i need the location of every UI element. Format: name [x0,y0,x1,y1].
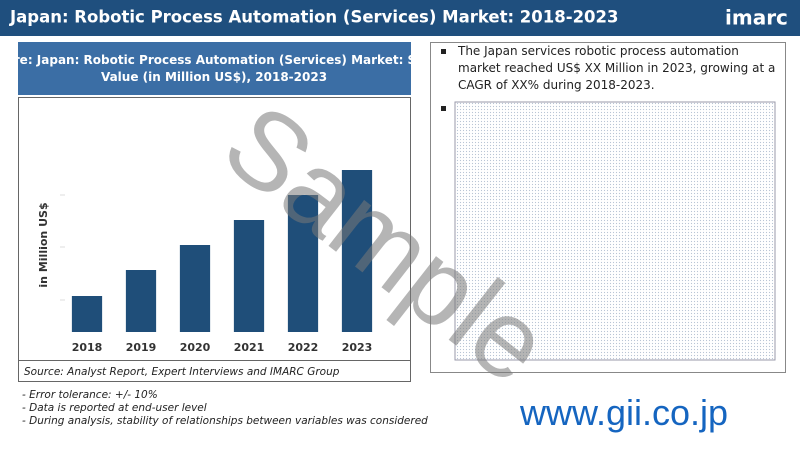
note: - During analysis, stability of relation… [22,415,428,427]
summary-frame [430,42,786,373]
note: - Error tolerance: +/- 10% [22,389,158,401]
figure-title: Figure: Japan: Robotic Process Automatio… [0,53,444,84]
chart-frame [18,97,411,382]
bar [71,296,103,332]
header-title: Japan: Robotic Process Automation (Servi… [9,8,619,27]
x-tick-label: 2022 [288,341,319,354]
figure-title-box [18,42,411,95]
x-tick-label: 2021 [234,341,265,354]
x-tick-label: 2019 [126,341,157,354]
header-bar [0,0,800,36]
placeholder [454,101,776,361]
bar [125,270,157,332]
bar [179,245,211,332]
bar [233,220,265,332]
bullet [441,49,446,54]
logo: imarc [725,6,788,30]
source: Source: Analyst Report, Expert Interview… [24,366,340,378]
bullet [441,106,446,111]
bar [287,195,319,332]
note: - Data is reported at end-user level [22,402,207,414]
x-tick-label: 2020 [180,341,211,354]
y-axis-label: in Million US$ [37,202,50,287]
x-tick-label: 2018 [72,341,103,354]
x-tick-label: 2023 [342,341,373,354]
footer-url: www.gii.co.jp [520,392,729,433]
summary: The Japan services robotic process autom… [458,44,776,92]
bar [341,170,373,332]
